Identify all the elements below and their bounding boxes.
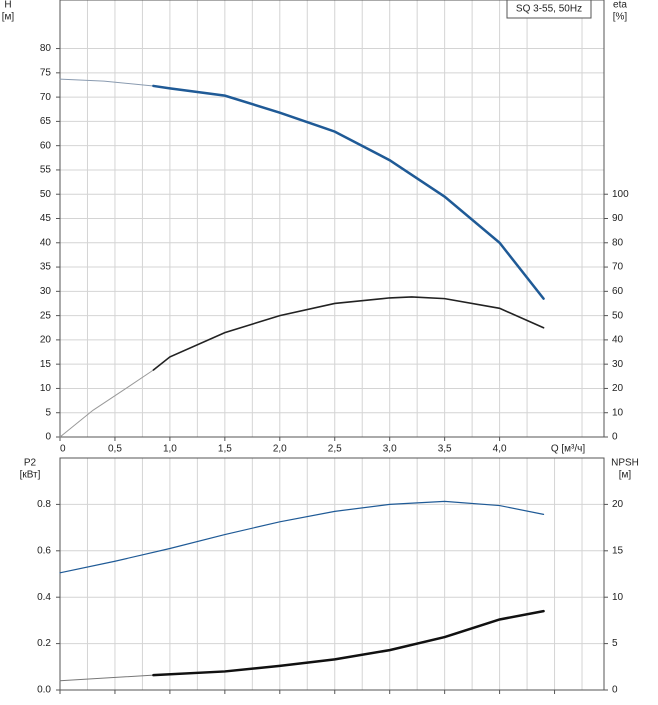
y-tick-label: 0.0 — [37, 685, 51, 696]
curve — [152, 84, 545, 300]
y-tick-label: 30 — [40, 286, 52, 297]
y2-tick-label: 0 — [612, 432, 618, 443]
y2-tick-label: 10 — [612, 407, 624, 418]
curve — [59, 78, 154, 87]
y2-axis-label: eta — [613, 0, 627, 11]
curve — [152, 296, 545, 371]
plot-frame — [59, 457, 605, 691]
chart-title: SQ 3-55, 50Hz — [516, 4, 582, 15]
curve — [59, 369, 154, 438]
y-tick-label: 20 — [40, 335, 52, 346]
x-tick-label: 1,0 — [163, 444, 177, 455]
y-tick-label: 45 — [40, 213, 52, 224]
y-tick-label: 55 — [40, 165, 52, 176]
y-tick-label: 25 — [40, 310, 52, 321]
y2-axis-label: [%] — [613, 12, 628, 23]
y-tick-label: 10 — [40, 383, 52, 394]
y-tick-label: 65 — [40, 116, 52, 127]
y2-tick-label: 20 — [612, 499, 624, 510]
x-tick-label: 4,0 — [493, 444, 507, 455]
y2-tick-label: 100 — [612, 189, 629, 200]
y-tick-label: 0.8 — [37, 499, 51, 510]
y-axis-label: [м] — [2, 12, 15, 23]
y2-tick-label: 30 — [612, 359, 624, 370]
title-box — [506, 0, 592, 19]
x-tick-label: 0 — [60, 444, 66, 455]
y2-tick-label: 5 — [612, 638, 618, 649]
x-tick-label: 2,0 — [273, 444, 287, 455]
y-axis-label: H — [4, 0, 11, 11]
y-tick-label: 0.2 — [37, 638, 51, 649]
y2-tick-label: 70 — [612, 262, 624, 273]
y-tick-label: 80 — [40, 43, 52, 54]
x-tick-label: 0,5 — [108, 444, 122, 455]
y2-tick-label: 20 — [612, 383, 624, 394]
y2-tick-label: 0 — [612, 685, 618, 696]
y-tick-label: 35 — [40, 262, 52, 273]
y2-axis-label: NPSH — [611, 458, 639, 469]
y2-tick-label: 90 — [612, 213, 624, 224]
y-tick-label: 0.4 — [37, 592, 51, 603]
x-axis-label: Q [м³/ч] — [551, 444, 586, 455]
y2-axis-label: [м] — [619, 470, 632, 481]
y2-tick-label: 40 — [612, 335, 624, 346]
y-tick-label: 60 — [40, 140, 52, 151]
y-tick-label: 40 — [40, 237, 52, 248]
curve — [59, 674, 154, 682]
x-tick-label: 3,0 — [383, 444, 397, 455]
y-tick-label: 70 — [40, 92, 52, 103]
y-tick-label: 5 — [45, 407, 51, 418]
plot-frame — [59, 0, 605, 438]
y-tick-label: 50 — [40, 189, 52, 200]
y-axis-label: P2 — [24, 458, 37, 469]
x-tick-label: 1,5 — [218, 444, 232, 455]
y2-tick-label: 15 — [612, 545, 624, 556]
x-tick-label: 3,5 — [438, 444, 452, 455]
y-tick-label: 0 — [45, 432, 51, 443]
y-tick-label: 75 — [40, 67, 52, 78]
y-axis-label: [кВт] — [20, 470, 41, 481]
curve — [152, 609, 545, 677]
curve — [59, 500, 545, 574]
y2-tick-label: 50 — [612, 310, 624, 321]
y2-tick-label: 80 — [612, 237, 624, 248]
y2-tick-label: 60 — [612, 286, 624, 297]
y-tick-label: 0.6 — [37, 545, 51, 556]
x-tick-label: 2,5 — [328, 444, 342, 455]
y-tick-label: 15 — [40, 359, 52, 370]
y2-tick-label: 10 — [612, 592, 624, 603]
